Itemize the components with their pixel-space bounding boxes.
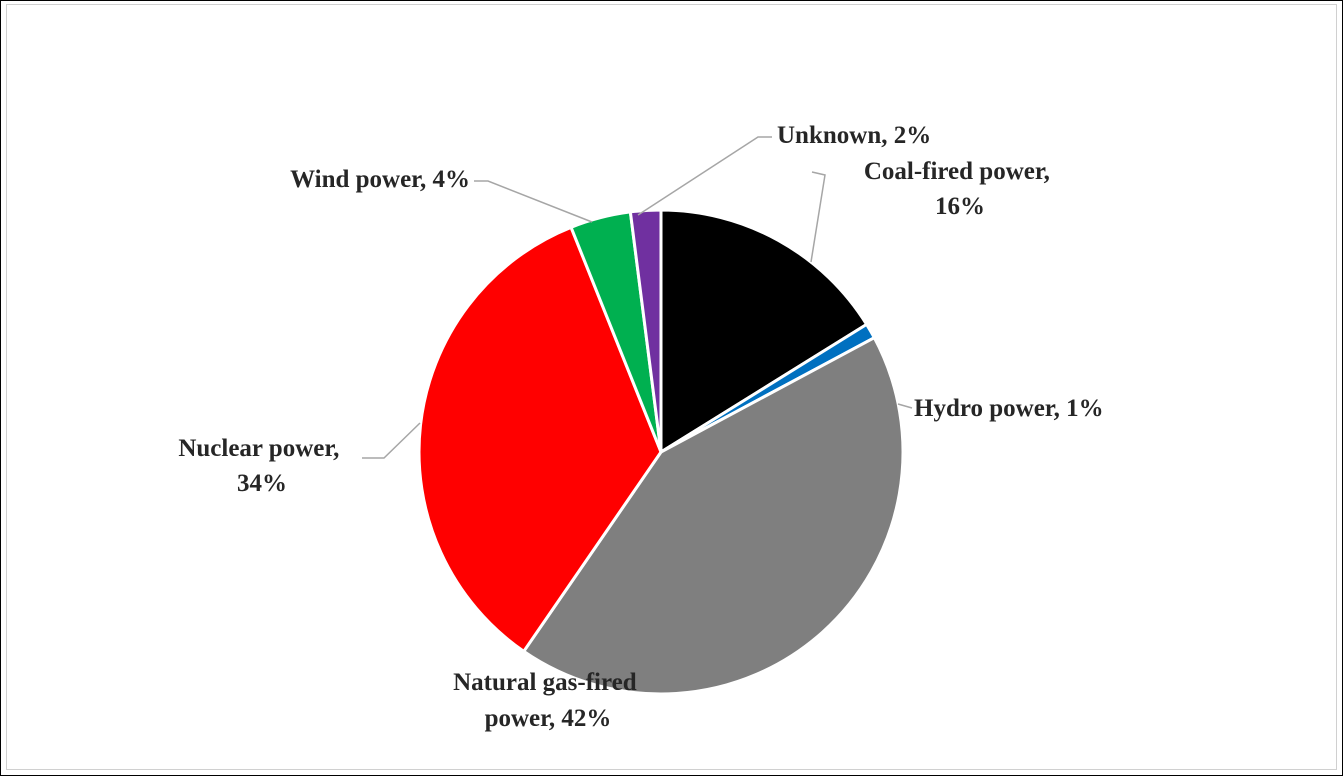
label-coal-fired-power: Coal-fired power, 16%: [864, 158, 1056, 220]
leader-line-coal-fired-power: [811, 172, 825, 262]
label-hydro-power: Hydro power, 1%: [914, 395, 1104, 422]
leader-line-unknown: [638, 137, 772, 215]
pie-slices: [419, 210, 903, 694]
leader-line-wind-power: [474, 181, 592, 222]
label-unknown: Unknown, 2%: [777, 122, 931, 149]
label-natural-gas-fired-power: Natural gas-fired power, 42%: [453, 669, 643, 732]
label-nuclear-power: Nuclear power, 34%: [178, 435, 345, 497]
leader-line-nuclear-power: [362, 423, 420, 458]
label-wind-power: Wind power, 4%: [290, 166, 470, 193]
